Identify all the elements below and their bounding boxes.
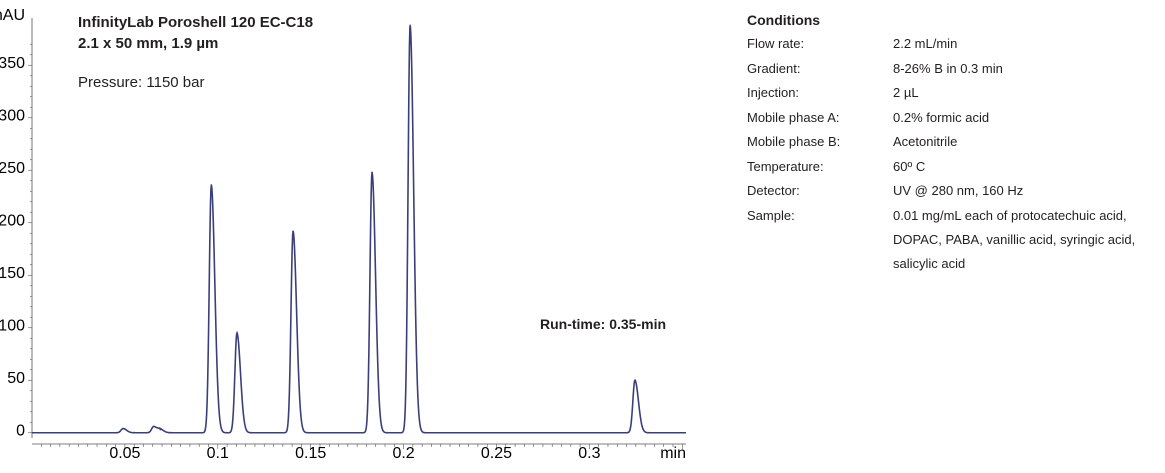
condition-row: Flow rate: 2.2 mL/min	[747, 32, 1162, 57]
x-tick-label: 0.25	[481, 445, 512, 462]
pressure-label: Pressure:	[78, 74, 143, 91]
condition-row: Sample: 0.01 mg/mL each of protocatechuic…	[747, 204, 1162, 276]
condition-label: Temperature:	[747, 158, 824, 174]
y-tick-label: 150	[0, 265, 25, 282]
y-tick-label: 300	[0, 107, 25, 124]
y-tick-label: 50	[7, 370, 25, 387]
column-name: InfinityLab Poroshell 120 EC-C18	[78, 14, 314, 31]
condition-row: Temperature: 60º C	[747, 155, 1162, 180]
condition-value: Acetonitrile	[893, 134, 958, 149]
condition-value: 0.2% formic acid	[893, 109, 990, 125]
x-tick-label: 0.3	[578, 445, 600, 462]
condition-value: 2 µL	[893, 85, 919, 100]
y-tick-label: 250	[0, 160, 25, 177]
condition-value: 8-26% B in 0.3 min	[893, 60, 1003, 76]
peak-apex	[371, 171, 373, 174]
peak-apex	[634, 379, 636, 382]
column-info: InfinityLab Poroshell 120 EC-C18 2.1 x 5…	[78, 12, 313, 54]
condition-label: Mobile phase A:	[747, 109, 840, 125]
condition-value: 60º C	[893, 158, 926, 174]
x-tick-label: 0.1	[207, 445, 229, 462]
peak-apex	[159, 428, 161, 431]
condition-label: Flow rate:	[747, 36, 805, 51]
y-tick-label: 0	[16, 422, 25, 439]
condition-value: 2.2 mL/min	[893, 36, 958, 51]
condition-value: 0.01 mg/mL each of protocatechuic acid, …	[893, 207, 1136, 271]
y-tick-label: 200	[0, 212, 25, 229]
peak-apex	[409, 24, 411, 27]
condition-row: Detector: UV @ 280 nm, 160 Hz	[747, 179, 1162, 204]
chromatogram-trace	[32, 25, 686, 434]
chromatogram-chart: 050100150200250300350mAU 0.050.10.150.20…	[0, 7, 686, 462]
x-tick-label: 0.2	[392, 445, 414, 462]
y-tick-label: 350	[0, 55, 25, 72]
column-dimensions: 2.1 x 50 mm, 1.9 µm	[78, 35, 219, 52]
condition-row: Gradient: 8-26% B in 0.3 min	[747, 57, 1162, 82]
x-axis-unit: min	[660, 445, 686, 462]
conditions-panel: Conditions Flow rate: 2.2 mL/min Gradient:…	[747, 12, 1162, 276]
peak-apex	[236, 332, 238, 334]
y-axis-unit: mAU	[0, 7, 25, 24]
condition-value: UV @ 280 nm, 160 Hz	[893, 183, 1024, 198]
condition-label: Gradient:	[747, 60, 801, 76]
pressure-annotation: Pressure: 1150 bar	[78, 74, 204, 91]
y-tick-label: 100	[0, 317, 25, 334]
y-axis: 0 50 100 150 200 250 300 350 mAU	[0, 7, 33, 439]
condition-row: Mobile phase B: Acetonitrile	[747, 130, 1162, 155]
peak-apex	[210, 184, 213, 186]
condition-label: Detector:	[747, 183, 800, 198]
peak-apex	[292, 230, 294, 232]
x-axis: 0.05 0.1 0.15 0.2 0.25 0.3 min	[32, 443, 686, 462]
conditions-list: Flow rate: 2.2 mL/min Gradient: 8-26% B in …	[747, 32, 1162, 276]
condition-row: Injection: 2 µL	[747, 81, 1162, 106]
peak-markers	[122, 24, 636, 431]
runtime-annotation: Run-time: 0.35-min	[540, 316, 667, 332]
x-tick-label: 0.15	[295, 445, 326, 462]
condition-label: Mobile phase B:	[747, 134, 841, 149]
condition-label: Injection:	[747, 85, 800, 100]
pressure-value: 1150 bar	[142, 74, 205, 91]
x-tick-label: 0.05	[109, 445, 140, 462]
condition-label: Sample:	[747, 207, 795, 223]
condition-row: Mobile phase A: 0.2% formic acid	[747, 106, 1162, 131]
peak-apex	[152, 425, 155, 428]
conditions-heading: Conditions	[747, 12, 821, 28]
peak-apex	[122, 427, 124, 430]
